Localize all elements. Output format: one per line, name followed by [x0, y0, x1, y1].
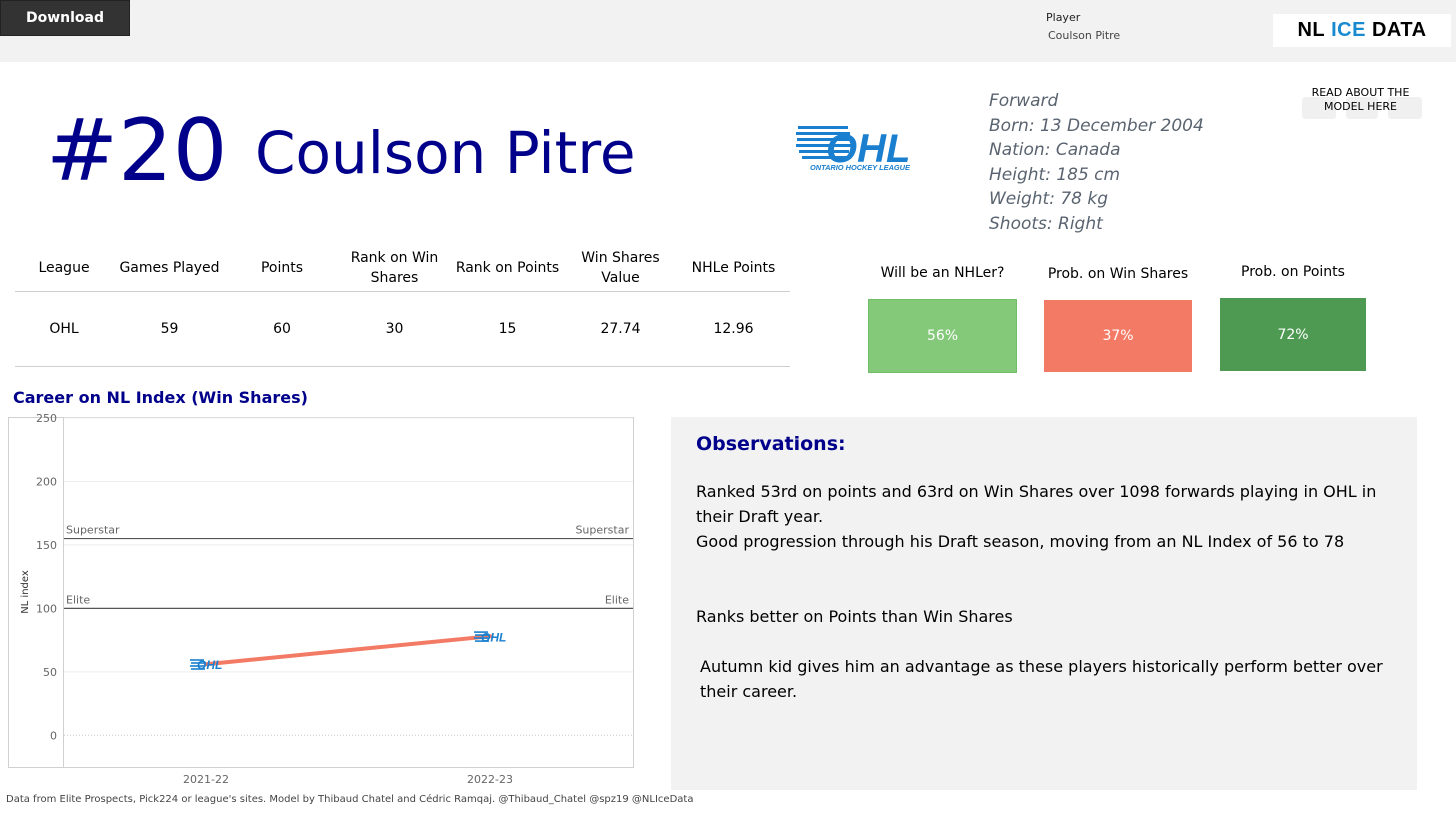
chart-plot-frame: [8, 417, 634, 768]
chart-point-marker-label: OHL: [197, 658, 222, 672]
ohl-logo-caption: ONTARIO HOCKEY LEAGUE: [810, 163, 911, 172]
stats-header-row: League Games Played Points Rank on Win S…: [15, 245, 790, 292]
observations-title: Observations:: [696, 433, 846, 455]
chart-title: Career on NL Index (Win Shares): [13, 388, 308, 407]
chart-point-marker-stripe: [475, 634, 489, 636]
chart-x-tick-label: 2022-23: [467, 773, 513, 786]
chart-point-marker: OHL: [474, 630, 506, 644]
model-link-pill: [1302, 97, 1336, 119]
chart-y-ticks: 0 50 100 150 200 250: [36, 412, 57, 742]
chart-y-tick-label: 150: [36, 539, 57, 552]
stats-cell-league: OHL: [15, 291, 113, 367]
stats-cell-games: 59: [113, 291, 226, 367]
prob-win-shares: Prob. on Win Shares 37%: [1044, 264, 1192, 374]
observation-line: Good progression through his Draft seaso…: [696, 532, 1345, 551]
chart-point-marker-stripe: [474, 631, 488, 633]
stats-header-ws-value: Win Shares Value: [564, 245, 677, 292]
prob-nhler-label: Will be an NHLer?: [880, 265, 1005, 281]
bio-height: Height: 185 cm: [989, 164, 1121, 185]
chart-y-tick-label: 100: [36, 602, 57, 615]
chart-point-marker: OHL: [190, 658, 222, 672]
stats-header-league: League: [15, 245, 113, 292]
player-filter-value[interactable]: Coulson Pitre: [1048, 29, 1121, 42]
bio-shoots: Shoots: Right: [989, 213, 1103, 234]
chart-reference-label: Elite: [605, 593, 629, 606]
stats-row: OHL 59 60 30 15 27.74 12.96: [15, 291, 790, 367]
chart-point-marker-stripe: [190, 659, 204, 661]
chart-y-tick-label: 50: [43, 666, 57, 679]
jersey-number: #20: [46, 101, 228, 201]
stats-header-rank-points: Rank on Points: [451, 245, 564, 292]
top-toolbar: Download Player Coulson Pitre NL ICE DAT…: [0, 0, 1456, 62]
footer-credits: Data from Elite Prospects, Pick224 or le…: [6, 794, 694, 805]
prob-nhler: Will be an NHLer? 56%: [868, 262, 1017, 374]
observations-panel: Observations: Ranked 53rd on points and …: [671, 417, 1417, 790]
chart-point-marker-stripe: [190, 665, 204, 667]
stats-cell-points: 60: [226, 291, 338, 367]
stats-cell-ws-value: 27.74: [564, 291, 677, 367]
chart-reference-label: Superstar: [575, 524, 629, 537]
brand-logo-part3: DATA: [1371, 19, 1427, 41]
observation-line: Ranked 53rd on points and 63rd on Win Sh…: [696, 482, 1377, 526]
player-filter[interactable]: Player Coulson Pitre: [1046, 11, 1120, 42]
brand-logo-part1: NL: [1297, 19, 1326, 41]
chart-y-axis-label: NL index: [20, 570, 31, 614]
bio-born: Born: 13 December 2004: [989, 115, 1204, 136]
prob-win-shares-label: Prob. on Win Shares: [1047, 266, 1189, 282]
model-link-pill: [1346, 97, 1378, 119]
chart-y-tick-label: 200: [36, 475, 57, 488]
chart-point-marker-stripe: [475, 640, 489, 642]
chart-point-marker-stripe: [474, 637, 488, 639]
player-name: Coulson Pitre: [255, 119, 636, 187]
prob-points: Prob. on Points 72%: [1220, 263, 1366, 373]
bio-nation: Nation: Canada: [989, 140, 1121, 161]
stats-table: League Games Played Points Rank on Win S…: [15, 245, 790, 367]
prob-win-shares-box: 37%: [1044, 300, 1192, 372]
chart-series: OHL OHL: [190, 630, 506, 672]
chart-y-tick-label: 0: [50, 729, 57, 742]
chart-x-ticks: 2021-22 2022-23: [183, 773, 513, 786]
chart-reference-lines: Superstar Superstar Elite Elite: [64, 524, 633, 609]
ohl-logo-letters: OHL: [826, 127, 910, 171]
chart-x-tick-label: 2021-22: [183, 773, 229, 786]
player-filter-label: Player: [1046, 11, 1081, 24]
player-bio: Forward Born: 13 December 2004 Nation: C…: [989, 89, 1204, 237]
chart-y-tick-label: 250: [36, 412, 57, 425]
chart-reference-label: Elite: [66, 593, 90, 606]
stats-header-rank-ws: Rank on Win Shares: [338, 245, 451, 292]
observation-line: Autumn kid gives him an advantage as the…: [700, 657, 1383, 701]
stats-header-games: Games Played: [113, 245, 226, 292]
model-link-text[interactable]: READ ABOUT THE MODEL HERE: [1311, 86, 1410, 113]
chart-point-marker-stripe: [191, 668, 205, 670]
prob-points-label: Prob. on Points: [1241, 264, 1345, 280]
bio-position: Forward: [989, 91, 1059, 111]
model-link-pill: [1388, 97, 1422, 119]
ohl-logo: OHL ONTARIO HOCKEY LEAGUE: [796, 126, 911, 172]
stats-header-points: Points: [226, 245, 338, 292]
prob-nhler-box: 56%: [868, 299, 1017, 373]
brand-logo: NL ICE DATA: [1273, 14, 1451, 47]
stats-cell-rank-ws: 30: [338, 291, 451, 367]
model-link[interactable]: READ ABOUT THE MODEL HERE: [1292, 64, 1429, 144]
stats-cell-rank-points: 15: [451, 291, 564, 367]
nl-index-chart: 0 50 100 150 200 250 Superstar Superstar Elite E…: [8, 412, 634, 786]
download-button[interactable]: Download: [0, 0, 130, 36]
chart-y-grid: [64, 417, 633, 736]
chart-reference-label: Superstar: [66, 524, 120, 537]
bio-weight: Weight: 78 kg: [989, 189, 1109, 210]
prob-points-box: 72%: [1220, 298, 1366, 371]
chart-point-marker-label: OHL: [481, 630, 506, 644]
stats-cell-nhle: 12.96: [677, 291, 790, 367]
stats-header-nhle: NHLe Points: [677, 245, 790, 292]
observation-line: Ranks better on Points than Win Shares: [696, 607, 1013, 626]
chart-series-line: [204, 634, 492, 667]
chart-point-marker-stripe: [191, 662, 205, 664]
brand-logo-part2: ICE: [1331, 19, 1366, 41]
